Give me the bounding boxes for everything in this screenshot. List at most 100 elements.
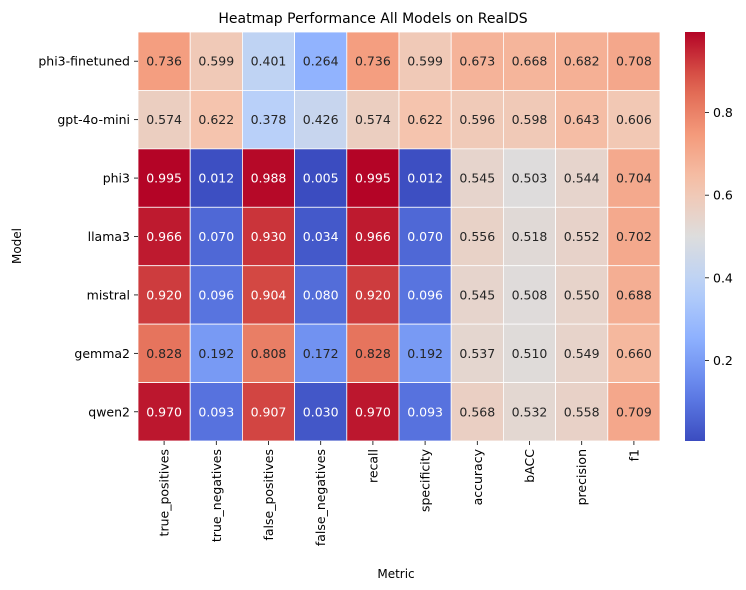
heatmap-cell (241, 323, 295, 383)
heatmap-cell (502, 148, 556, 208)
cell-value-label: 0.378 (251, 112, 287, 127)
heatmap-cell (398, 265, 452, 325)
heatmap-cell (607, 148, 661, 208)
cell-value-label: 0.034 (303, 229, 339, 244)
heatmap-cell (137, 382, 191, 442)
heatmap-cell (607, 31, 661, 91)
heatmap-cell (398, 31, 452, 91)
colorbar: 0.2 0.4 0.6 0.8 (685, 32, 733, 441)
heatmap-cell (346, 265, 400, 325)
heatmap-cell (189, 148, 243, 208)
cell-value-label: 0.093 (198, 404, 234, 419)
heatmap-cell (241, 265, 295, 325)
colorbar-tick-label: 0.6 (713, 188, 733, 203)
cell-value-label: 0.070 (407, 229, 443, 244)
x-tick-label: recall (365, 449, 380, 483)
cell-value-label: 0.568 (459, 404, 495, 419)
heatmap-cell (189, 265, 243, 325)
heatmap-cell (346, 323, 400, 383)
cell-value-label: 0.096 (407, 287, 443, 302)
cell-value-label: 0.070 (198, 229, 234, 244)
y-tick-label: phi3-finetuned (38, 54, 130, 69)
heatmap-cells (137, 31, 661, 442)
x-tick-label: bACC (522, 449, 537, 483)
cell-value-label: 0.808 (251, 346, 287, 361)
x-tick-label: false_negatives (313, 449, 328, 546)
colorbar-tick-label: 0.2 (713, 353, 733, 368)
cell-value-label: 0.995 (146, 171, 182, 186)
cell-value-label: 0.930 (251, 229, 287, 244)
cell-value-label: 0.550 (564, 287, 600, 302)
cell-value-label: 0.660 (616, 346, 652, 361)
cell-value-label: 0.518 (512, 229, 548, 244)
colorbar-gradient (685, 32, 705, 441)
heatmap-cell (346, 206, 400, 267)
heatmap-cell (502, 31, 556, 91)
chart-title: Heatmap Performance All Models on RealDS (218, 11, 527, 27)
x-tick-label: accuracy (470, 448, 485, 505)
cell-value-label: 0.668 (512, 54, 548, 69)
heatmap-cell (555, 90, 609, 150)
cell-value-label: 0.828 (355, 346, 391, 361)
y-tick-label: qwen2 (88, 404, 130, 419)
cell-value-label: 0.030 (303, 404, 339, 419)
heatmap-cell (398, 323, 452, 383)
heatmap-cell (294, 323, 348, 383)
heatmap-cell (137, 31, 191, 91)
cell-value-label: 0.401 (251, 54, 287, 69)
cell-value-label: 0.426 (303, 112, 339, 127)
cell-value-label: 0.532 (512, 404, 548, 419)
cell-value-label: 0.508 (512, 287, 548, 302)
y-tick-label: phi3 (103, 171, 130, 186)
cell-value-label: 0.970 (355, 404, 391, 419)
heatmap-cell (555, 148, 609, 208)
cell-value-label: 0.702 (616, 229, 652, 244)
x-tick-label: true_negatives (209, 449, 224, 542)
cell-value-label: 0.012 (407, 171, 443, 186)
cell-value-label: 0.549 (564, 346, 600, 361)
cell-value-label: 0.012 (198, 171, 234, 186)
cell-value-label: 0.503 (512, 171, 548, 186)
heatmap-cell (450, 206, 504, 267)
heatmap-cell (189, 31, 243, 91)
cell-value-label: 0.172 (303, 346, 339, 361)
cell-value-label: 0.599 (407, 54, 443, 69)
cell-value-label: 0.574 (146, 112, 182, 127)
cell-annotations: 0.736 0.599 0.401 0.264 0.736 0.599 0.673 0.668… (146, 54, 652, 420)
heatmap-cell (398, 382, 452, 442)
x-axis-label: Metric (377, 567, 414, 581)
cell-value-label: 0.096 (198, 287, 234, 302)
cell-value-label: 0.192 (198, 346, 234, 361)
y-tick-label: gpt-4o-mini (57, 112, 130, 127)
heatmap-cell (502, 382, 556, 442)
heatmap-cell (450, 148, 504, 208)
heatmap-cell (137, 323, 191, 383)
heatmap-cell (189, 90, 243, 150)
heatmap-cell (555, 265, 609, 325)
cell-value-label: 0.708 (616, 54, 652, 69)
cell-value-label: 0.545 (459, 287, 495, 302)
heatmap-cell (241, 148, 295, 208)
cell-value-label: 0.736 (146, 54, 182, 69)
x-tick-label: specificity (418, 448, 433, 512)
heatmap-cell (398, 90, 452, 150)
heatmap-cell (346, 148, 400, 208)
cell-value-label: 0.192 (407, 346, 443, 361)
y-axis-tick-labels: phi3-finetuned gpt-4o-mini phi3 llama3 mistr… (38, 54, 138, 419)
cell-value-label: 0.005 (303, 171, 339, 186)
heatmap-cell (137, 148, 191, 208)
heatmap-cell (555, 206, 609, 267)
heatmap-cell (607, 265, 661, 325)
cell-value-label: 0.545 (459, 171, 495, 186)
cell-value-label: 0.904 (251, 287, 287, 302)
cell-value-label: 0.828 (146, 346, 182, 361)
x-axis-tick-labels: true_positives true_negatives false_positi… (157, 441, 641, 546)
cell-value-label: 0.920 (355, 287, 391, 302)
y-axis-label: Model (10, 228, 24, 264)
cell-value-label: 0.574 (355, 112, 391, 127)
heatmap-cell (607, 382, 661, 442)
heatmap-cell (502, 265, 556, 325)
cell-value-label: 0.080 (303, 287, 339, 302)
heatmap-cell (294, 31, 348, 91)
cell-value-label: 0.606 (616, 112, 652, 127)
